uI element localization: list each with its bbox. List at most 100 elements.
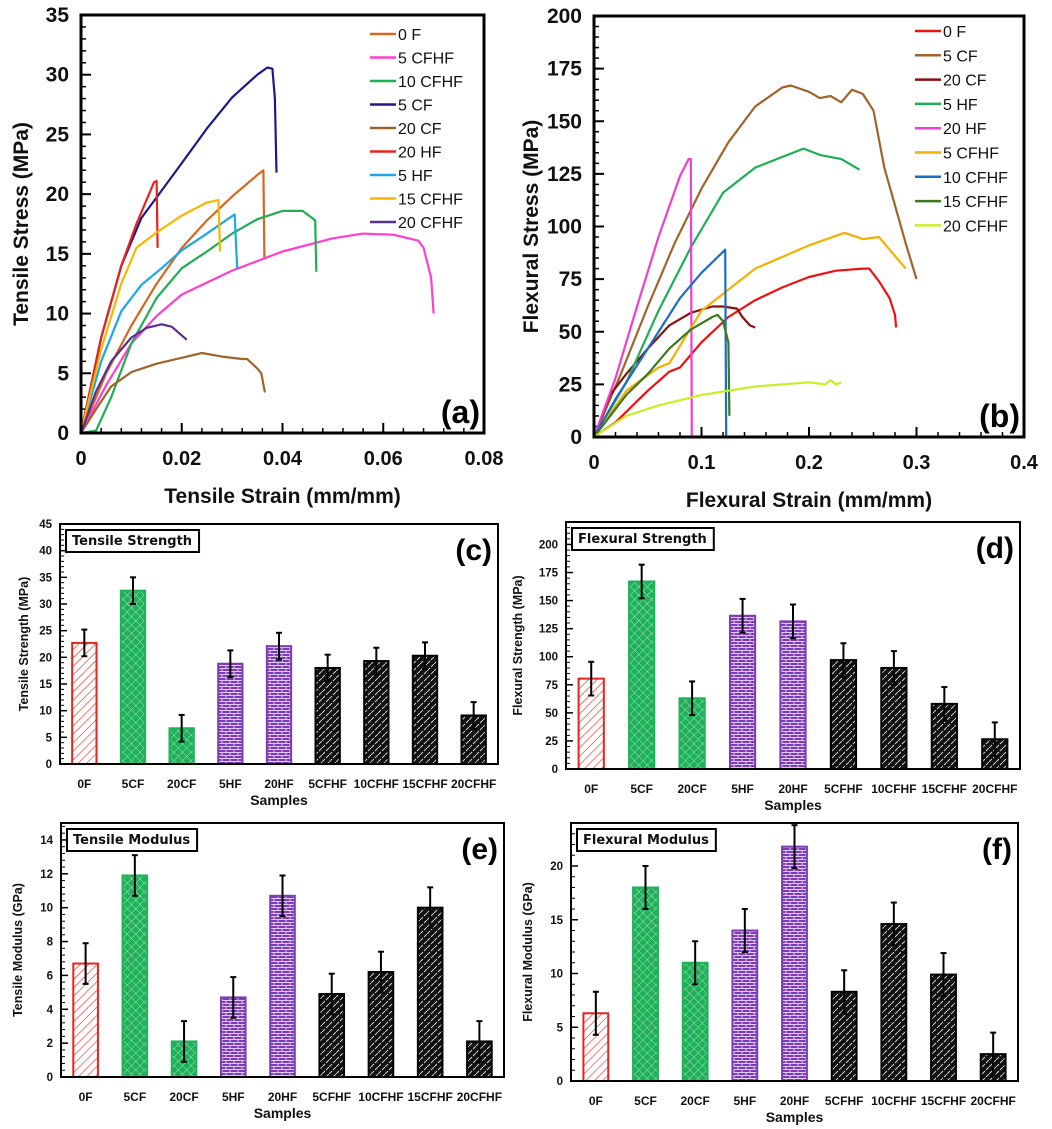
- y-tick-label: 0: [47, 1072, 53, 1084]
- x-tick-label: 0.4: [1010, 452, 1039, 474]
- x-tick-label: 0F: [77, 777, 91, 791]
- y-tick-label: 200: [547, 5, 582, 28]
- y-tick-label: 0: [46, 759, 52, 771]
- y-tick-label: 5: [557, 1022, 564, 1034]
- legend-entry: 20 CF: [398, 121, 442, 138]
- y-axis-label: Flexural Strength (MPa): [511, 575, 525, 715]
- series-line: [593, 313, 731, 438]
- title-box: [65, 529, 201, 553]
- y-tick-label: 12: [40, 869, 53, 881]
- y-tick-label: 0: [557, 1076, 563, 1088]
- x-tick-label: 5CFHF: [308, 777, 347, 791]
- title-box: [66, 828, 199, 852]
- y-tick-label: 150: [547, 110, 582, 133]
- series-line: [79, 179, 159, 434]
- bar-5cf: [632, 886, 659, 1082]
- x-tick-label: 10CFHF: [358, 1090, 403, 1104]
- x-tick-label: 10CFHF: [871, 1094, 916, 1108]
- legend-entry: 5 CF: [398, 98, 433, 115]
- bar-5cf: [628, 580, 656, 770]
- y-tick-label: 175: [539, 568, 559, 580]
- y-tick-label: 30: [46, 64, 69, 87]
- x-tick-label: 5CFHF: [825, 1094, 864, 1108]
- x-tick-label: 0.2: [795, 452, 823, 474]
- bar-5hf: [728, 614, 757, 770]
- y-tick-label: 10: [46, 303, 69, 326]
- series-line: [593, 147, 861, 438]
- y-axis-label: Tensile Stress (MPa): [10, 122, 33, 326]
- chart-tensile-modulus: 0 2 4 6 8 10 12 14 0F 5CF 20CF 5HF 20HF 5CFHF 10CFHF 15…: [11, 822, 505, 1121]
- chart-title: Flexural Modulus: [583, 833, 709, 848]
- bar-15cfhf: [411, 654, 439, 766]
- legend-entry: 5 CF: [943, 48, 978, 65]
- x-tick-label: 20HF: [268, 1090, 297, 1104]
- y-tick-label: 10: [550, 969, 563, 981]
- x-axis-label: Tensile Strain (mm/mm): [164, 485, 401, 508]
- x-tick-label: 0.08: [465, 448, 504, 470]
- x-tick-label: 15CFHF: [407, 1090, 452, 1104]
- y-tick-label: 25: [39, 626, 52, 638]
- x-axis-label: Samples: [250, 792, 308, 808]
- series-line: [80, 232, 435, 434]
- bar-5cf: [121, 874, 149, 1078]
- x-tick-label: 20HF: [264, 777, 293, 791]
- series-line: [593, 231, 907, 438]
- y-tick-label: 35: [46, 4, 70, 27]
- chart-flexural-stress-strain: 0 25 50 75 100 125 150 175 200 0 0.1 0.2 0.3 0.4 0 F 5 …: [520, 5, 1039, 512]
- x-tick-label: 20CFHF: [970, 1094, 1015, 1108]
- legend-entry: 20 CFHF: [398, 215, 463, 232]
- legend-entry: 10 CFHF: [398, 74, 463, 91]
- y-tick-label: 2: [47, 1038, 53, 1050]
- bar-20hf: [265, 645, 293, 765]
- plot-frame: [570, 822, 1019, 1082]
- y-tick-label: 50: [559, 321, 582, 344]
- x-tick-label: 20CFHF: [972, 782, 1017, 796]
- x-tick-label: 0F: [584, 782, 598, 796]
- chart-title: Tensile Strength: [72, 534, 192, 549]
- x-tick-label: 15CFHF: [402, 777, 447, 791]
- y-tick-label: 30: [39, 599, 52, 611]
- bar-20hf: [779, 620, 807, 771]
- bar-5cfhf: [314, 667, 341, 765]
- x-tick-label: 20CFHF: [457, 1090, 502, 1104]
- bar-15cfhf: [416, 906, 444, 1078]
- y-tick-label: 5: [57, 362, 69, 385]
- x-tick-label: 5CF: [122, 777, 145, 791]
- series-line: [593, 248, 728, 438]
- x-tick-label: 20CF: [167, 777, 196, 791]
- legend-entry: 10 CFHF: [943, 170, 1008, 187]
- y-tick-label: 125: [539, 624, 559, 636]
- x-tick-label: 5HF: [731, 782, 754, 796]
- legend-entry: 20 CF: [943, 73, 987, 90]
- x-tick-label: 0.1: [688, 452, 716, 474]
- plot-frame: [60, 822, 505, 1078]
- y-tick-label: 25: [46, 123, 70, 146]
- y-tick-label: 25: [559, 373, 583, 396]
- plot-frame: [592, 14, 1026, 439]
- chart-flexural-modulus: 0 5 10 15 20 0F 5CF 20CF 5HF 20HF 5CFHF 10CFHF 15CFH…: [521, 822, 1019, 1125]
- x-tick-label: 15CFHF: [921, 1094, 966, 1108]
- legend-entry: 15 CFHF: [943, 194, 1008, 211]
- x-tick-label: 5CF: [634, 1094, 657, 1108]
- x-tick-label: 0.04: [263, 448, 303, 470]
- legend-entry: 5 CFHF: [398, 51, 454, 68]
- y-tick-label: 100: [539, 652, 558, 664]
- bar-0f: [71, 641, 98, 765]
- y-tick-label: 8: [47, 937, 54, 949]
- x-axis-label: Samples: [764, 797, 822, 813]
- panel-label: (f): [982, 833, 1012, 866]
- bar-20hf: [781, 845, 808, 1083]
- x-axis-label: Flexural Strain (mm/mm): [686, 489, 932, 512]
- plot-frame: [59, 523, 499, 765]
- x-tick-label: 0F: [589, 1094, 603, 1108]
- y-axis-label: Tensile Modulus (GPa): [11, 883, 25, 1017]
- series-line: [80, 209, 318, 435]
- y-tick-label: 20: [46, 183, 69, 206]
- legend-entry: 20 HF: [398, 145, 442, 162]
- y-axis-label: Flexural Stress (MPa): [520, 120, 543, 334]
- x-tick-label: 5HF: [733, 1094, 756, 1108]
- legend-entry: 5 CFHF: [943, 146, 999, 163]
- plot-frame: [79, 13, 486, 435]
- panel-label: (d): [976, 532, 1014, 565]
- chart-title: Flexural Strength: [578, 532, 707, 547]
